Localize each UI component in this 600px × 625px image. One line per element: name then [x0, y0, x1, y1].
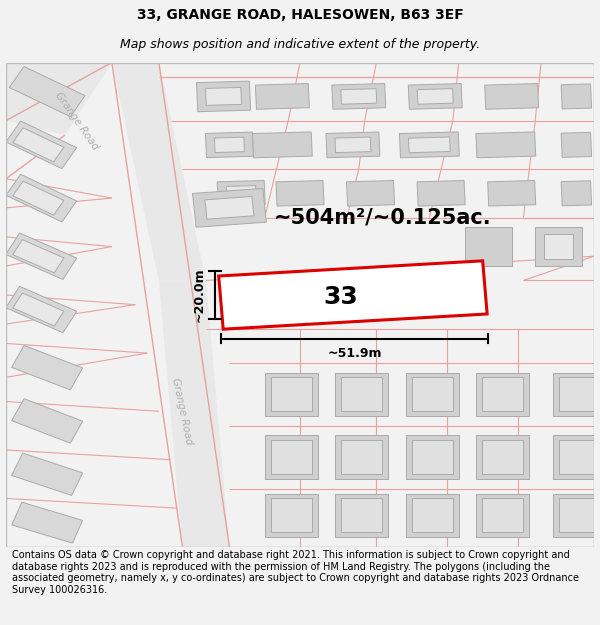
- Text: 33: 33: [324, 286, 359, 309]
- Text: ~20.0m: ~20.0m: [193, 268, 206, 322]
- Polygon shape: [9, 66, 85, 117]
- Bar: [412, 378, 453, 411]
- Polygon shape: [11, 399, 83, 443]
- Polygon shape: [6, 286, 77, 332]
- Bar: [412, 440, 453, 474]
- Polygon shape: [535, 227, 582, 266]
- Polygon shape: [205, 132, 253, 158]
- Polygon shape: [12, 502, 83, 543]
- Bar: [476, 436, 529, 479]
- Bar: [559, 440, 600, 474]
- Polygon shape: [11, 346, 83, 390]
- Polygon shape: [561, 84, 592, 109]
- Bar: [476, 494, 529, 537]
- Polygon shape: [6, 121, 77, 169]
- Text: 33, GRANGE ROAD, HALESOWEN, B63 3EF: 33, GRANGE ROAD, HALESOWEN, B63 3EF: [137, 8, 463, 22]
- Bar: [553, 494, 600, 537]
- Bar: [341, 440, 382, 474]
- Polygon shape: [197, 81, 251, 112]
- Bar: [553, 436, 600, 479]
- Text: Grange Road: Grange Road: [53, 90, 100, 151]
- Polygon shape: [13, 128, 64, 162]
- Polygon shape: [485, 84, 539, 109]
- Text: ~504m²/~0.125ac.: ~504m²/~0.125ac.: [274, 208, 491, 227]
- Polygon shape: [13, 293, 64, 326]
- Bar: [335, 494, 388, 537]
- Bar: [265, 494, 317, 537]
- Polygon shape: [476, 132, 536, 158]
- Polygon shape: [214, 137, 244, 152]
- Polygon shape: [159, 281, 229, 547]
- Polygon shape: [217, 181, 265, 206]
- Polygon shape: [400, 132, 459, 158]
- Polygon shape: [408, 84, 462, 109]
- Bar: [482, 499, 523, 532]
- Polygon shape: [417, 181, 465, 206]
- Polygon shape: [418, 89, 453, 104]
- Bar: [553, 372, 600, 416]
- Polygon shape: [253, 132, 312, 158]
- Bar: [406, 372, 459, 416]
- Bar: [271, 499, 312, 532]
- Polygon shape: [218, 261, 487, 329]
- Bar: [271, 378, 312, 411]
- Polygon shape: [332, 84, 386, 109]
- Bar: [476, 372, 529, 416]
- Polygon shape: [544, 234, 574, 259]
- Text: ~51.9m: ~51.9m: [327, 347, 382, 359]
- Polygon shape: [276, 181, 324, 206]
- Polygon shape: [561, 132, 592, 158]
- Bar: [406, 436, 459, 479]
- Bar: [341, 499, 382, 532]
- Polygon shape: [206, 88, 242, 106]
- Polygon shape: [193, 188, 266, 228]
- Polygon shape: [347, 181, 395, 206]
- Bar: [335, 436, 388, 479]
- Bar: [412, 499, 453, 532]
- Bar: [559, 499, 600, 532]
- Bar: [482, 378, 523, 411]
- Polygon shape: [13, 181, 64, 215]
- Polygon shape: [205, 196, 254, 219]
- Polygon shape: [6, 233, 77, 279]
- Bar: [271, 440, 312, 474]
- Text: Map shows position and indicative extent of the property.: Map shows position and indicative extent…: [120, 38, 480, 51]
- Polygon shape: [326, 132, 380, 158]
- Bar: [335, 372, 388, 416]
- Polygon shape: [11, 453, 83, 496]
- Polygon shape: [6, 174, 77, 222]
- Bar: [406, 494, 459, 537]
- Polygon shape: [464, 227, 512, 266]
- Bar: [482, 440, 523, 474]
- Polygon shape: [256, 84, 310, 109]
- Bar: [559, 378, 600, 411]
- Text: Contains OS data © Crown copyright and database right 2021. This information is : Contains OS data © Crown copyright and d…: [12, 550, 579, 595]
- Polygon shape: [341, 89, 377, 104]
- Polygon shape: [112, 62, 206, 281]
- Bar: [265, 372, 317, 416]
- Polygon shape: [13, 239, 64, 273]
- Text: Grange Road: Grange Road: [170, 377, 194, 446]
- Polygon shape: [335, 137, 371, 152]
- Polygon shape: [488, 181, 536, 206]
- Polygon shape: [226, 186, 256, 201]
- Bar: [341, 378, 382, 411]
- Polygon shape: [409, 137, 450, 152]
- Polygon shape: [6, 62, 112, 135]
- Polygon shape: [561, 181, 592, 206]
- Bar: [265, 436, 317, 479]
